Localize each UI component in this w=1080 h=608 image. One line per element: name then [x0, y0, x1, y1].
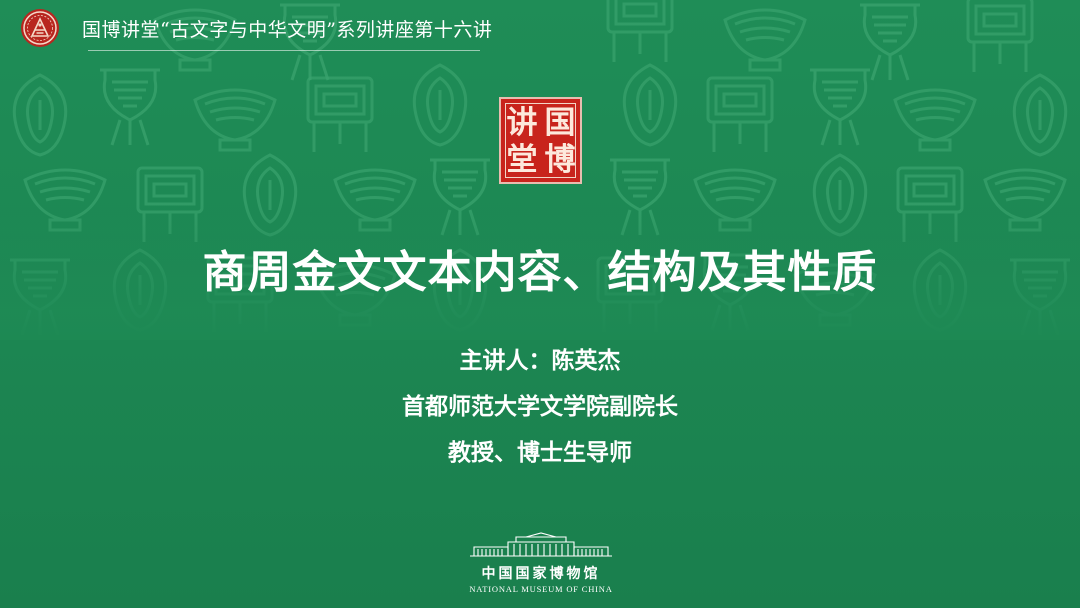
- lecture-hall-seal: 讲 国 堂 博: [499, 97, 582, 184]
- museum-name-en: NATIONAL MUSEUM OF CHINA: [469, 584, 613, 594]
- museum-logo: 中国国家博物馆 NATIONAL MUSEUM OF CHINA: [466, 532, 616, 594]
- speaker-info: 主讲人：陈英杰 首都师范大学文学院副院长 教授、博士生导师: [0, 338, 1080, 476]
- header-underline: [88, 50, 480, 51]
- speaker-position: 教授、博士生导师: [448, 439, 632, 466]
- header: 国博讲堂“古文字与中华文明”系列讲座第十六讲: [20, 8, 492, 48]
- national-museum-emblem-icon: [21, 9, 59, 47]
- museum-name-cn: 中国国家博物馆: [481, 566, 601, 582]
- seal-char-guo: 国: [544, 105, 576, 141]
- seal-char-jiang: 讲: [506, 105, 538, 141]
- museum-building-icon: [470, 532, 612, 557]
- seal-border: [505, 103, 576, 178]
- speaker-name: 主讲人：陈英杰: [459, 347, 621, 374]
- series-title: 国博讲堂“古文字与中华文明”系列讲座第十六讲: [82, 18, 493, 41]
- speaker-affiliation: 首都师范大学文学院副院长: [402, 393, 678, 420]
- seal-char-bo: 博: [544, 142, 576, 178]
- lecture-title: 商周金文文本内容、结构及其性质: [202, 247, 878, 298]
- seal-char-tang: 堂: [506, 142, 538, 178]
